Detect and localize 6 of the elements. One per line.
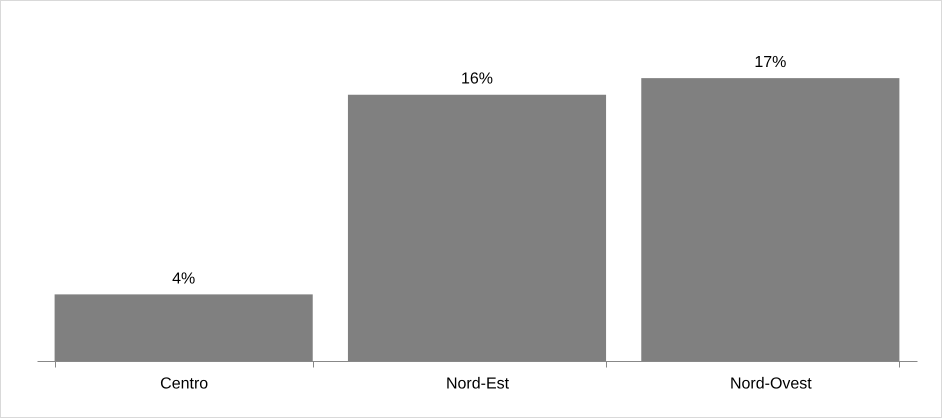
x-tick-label: Nord-Est: [446, 376, 510, 392]
data-label: 4%: [172, 270, 196, 288]
x-tick-label: Nord-Ovest: [730, 376, 812, 392]
data-label: 17%: [754, 54, 786, 72]
x-tick-label: Centro: [160, 376, 208, 392]
data-label: 16%: [460, 70, 494, 88]
